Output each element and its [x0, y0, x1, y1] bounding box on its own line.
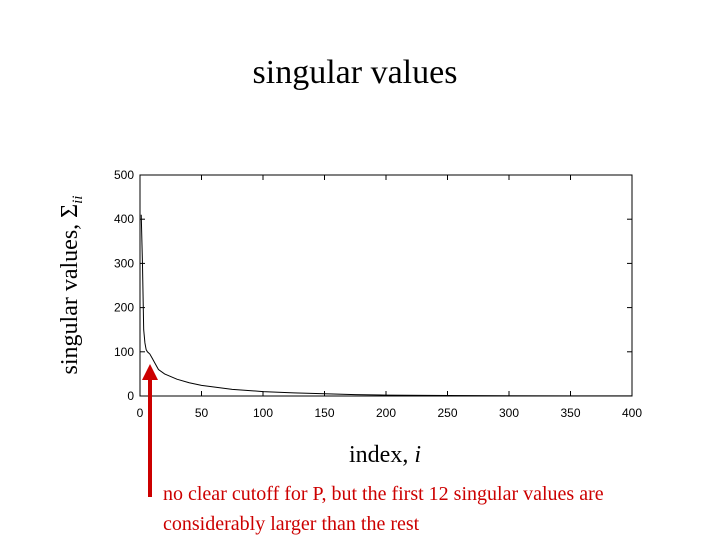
plot-frame — [139, 174, 633, 397]
x-tick-label: 300 — [499, 406, 519, 420]
y-tick-label: 100 — [114, 345, 134, 359]
y-tick-label: 300 — [114, 256, 134, 270]
x-axis-label: index, i — [349, 442, 421, 468]
x-label-text: index, — [349, 442, 414, 468]
x-tick-label: 50 — [195, 406, 209, 420]
x-tick-label: 150 — [314, 406, 334, 420]
x-tick-label: 100 — [253, 406, 273, 420]
data-line — [140, 214, 633, 397]
x-tick-label: 0 — [137, 406, 144, 420]
y-label-subscript: ii — [70, 196, 86, 204]
chart-title: singular values — [253, 54, 458, 91]
y-tick-label: 200 — [114, 301, 134, 315]
x-tick-label: 200 — [376, 406, 396, 420]
y-tick-label: 500 — [114, 168, 134, 182]
x-label-var: i — [414, 442, 421, 468]
x-tick-label: 350 — [560, 406, 580, 420]
annotation: no clear cutoff for P, but the first 12 … — [163, 483, 604, 505]
y-axis-label: singular values, Σii — [57, 196, 86, 375]
y-tick-label: 400 — [114, 212, 134, 226]
x-tick-label: 250 — [437, 406, 457, 420]
annotation: considerably larger than the rest — [163, 513, 420, 535]
y-tick-label: 0 — [127, 389, 134, 403]
arrow-head — [142, 364, 158, 380]
y-label-text: singular values, Σ — [57, 204, 83, 375]
x-tick-label: 400 — [622, 406, 642, 420]
